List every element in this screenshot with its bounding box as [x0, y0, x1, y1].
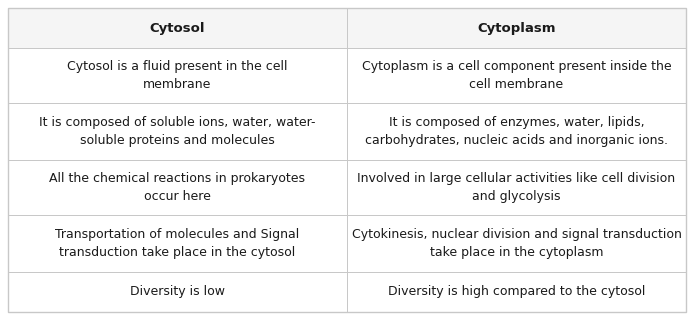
Bar — [8, 8, 347, 48]
Bar — [347, 8, 686, 48]
Text: It is composed of enzymes, water, lipids,
carbohydrates, nucleic acids and inorg: It is composed of enzymes, water, lipids… — [365, 116, 668, 147]
Text: Transportation of molecules and Signal
transduction take place in the cytosol: Transportation of molecules and Signal t… — [56, 228, 300, 259]
Bar — [347, 272, 686, 312]
Bar — [8, 272, 347, 312]
Bar — [8, 103, 347, 160]
Text: Involved in large cellular activities like cell division
and glycolysis: Involved in large cellular activities li… — [357, 172, 675, 203]
Bar — [347, 103, 686, 160]
Bar — [8, 160, 347, 215]
Bar — [347, 160, 686, 215]
Bar — [8, 215, 347, 272]
Bar — [347, 48, 686, 103]
Bar — [347, 215, 686, 272]
Text: Cytosol: Cytosol — [150, 21, 205, 35]
Text: Cytokinesis, nuclear division and signal transduction
take place in the cytoplas: Cytokinesis, nuclear division and signal… — [352, 228, 682, 259]
Text: Diversity is low: Diversity is low — [130, 285, 225, 299]
Text: All the chemical reactions in prokaryotes
occur here: All the chemical reactions in prokaryote… — [49, 172, 305, 203]
Text: Cytoplasm is a cell component present inside the
cell membrane: Cytoplasm is a cell component present in… — [362, 60, 671, 91]
Text: Cytosol is a fluid present in the cell
membrane: Cytosol is a fluid present in the cell m… — [67, 60, 288, 91]
Text: It is composed of soluble ions, water, water-
soluble proteins and molecules: It is composed of soluble ions, water, w… — [40, 116, 316, 147]
Bar — [8, 48, 347, 103]
Text: Cytoplasm: Cytoplasm — [477, 21, 556, 35]
Text: Diversity is high compared to the cytosol: Diversity is high compared to the cytoso… — [388, 285, 645, 299]
